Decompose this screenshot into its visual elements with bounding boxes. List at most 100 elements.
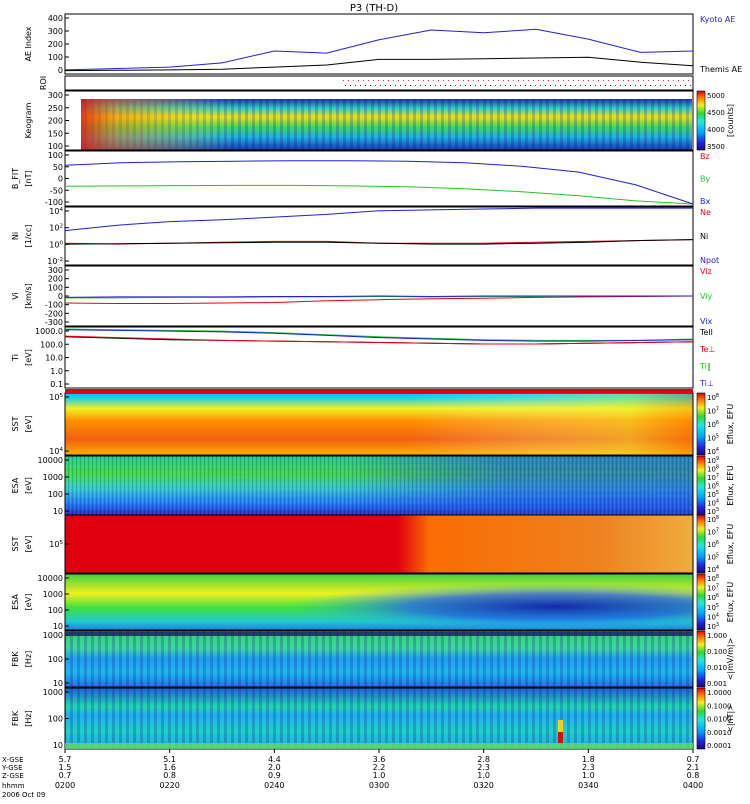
coordinate-value: 3.6 — [373, 755, 386, 764]
coordinate-value: 2.2 — [373, 763, 386, 772]
series-line-blue — [64, 28, 694, 71]
roi-dot — [688, 80, 689, 81]
roi-dot — [533, 80, 534, 81]
coordinate-value: 1.6 — [163, 763, 176, 772]
roi-dot — [518, 80, 519, 81]
roi-dot — [653, 80, 654, 81]
y-axis-unit: [km/s] — [24, 283, 33, 309]
roi-dot — [578, 80, 579, 81]
roi-dot — [585, 85, 586, 86]
roi-dot — [540, 85, 541, 86]
colorbar — [696, 573, 706, 631]
roi-dot — [663, 80, 664, 81]
roi-dot — [620, 85, 621, 86]
roi-dot — [500, 85, 501, 86]
roi-dot — [565, 85, 566, 86]
y-tick-label: 0 — [58, 175, 63, 184]
roi-dot — [623, 80, 624, 81]
colorbar-label: <|mV/m|> — [726, 638, 735, 681]
colorbar-label: Eflux, EFU — [726, 582, 735, 623]
roi-dot — [665, 85, 666, 86]
y-tick-label: 100 — [48, 53, 63, 62]
panel-roi: ROI — [39, 75, 694, 91]
roi-dot — [673, 80, 674, 81]
series-line-blue — [64, 329, 694, 342]
coordinate-value: 0.8 — [687, 771, 700, 780]
y-axis-label: ESA — [11, 477, 20, 493]
fbk-e-top-row — [65, 632, 693, 636]
colorbar — [696, 514, 706, 574]
panel-density: Ni [1/cc] 104 102 100 10-2 Ne Ni Npot — [11, 206, 719, 266]
date-label: 2006 Oct 09 — [2, 791, 45, 799]
colorbar-label: Eflux, EFU — [726, 404, 735, 445]
colorbar-tick-label: 0.0010 — [707, 729, 732, 737]
legend-entry: Bx — [700, 197, 710, 206]
roi-dot — [525, 85, 526, 86]
roi-dot — [598, 80, 599, 81]
colorbar-tick-label: 108 — [707, 465, 719, 474]
roi-dot — [600, 85, 601, 86]
y-tick-label: 1000 — [43, 473, 63, 482]
roi-dot — [405, 85, 406, 86]
roi-dot — [648, 80, 649, 81]
colorbar-tick-label: 108 — [707, 393, 719, 402]
coordinate-value: 0.9 — [268, 771, 281, 780]
roi-dot — [410, 85, 411, 86]
panel-sst_e: SST [eV] 105 104 108 107 106 105 104 Eflux, EFU — [11, 392, 735, 456]
roi-dot — [383, 80, 384, 81]
roi-dot — [483, 80, 484, 81]
roi-dot — [418, 80, 419, 81]
y-axis-label: ROI — [39, 76, 48, 90]
y-tick-label: 100.0 — [40, 340, 63, 349]
y-axis-unit: [Hz] — [24, 710, 33, 726]
roi-dot — [613, 80, 614, 81]
coordinate-value: 5.7 — [59, 755, 72, 764]
roi-dot — [460, 85, 461, 86]
colorbar — [696, 392, 706, 456]
roi-dot — [448, 80, 449, 81]
roi-dot — [678, 80, 679, 81]
legend-entry: Themis AE — [699, 65, 742, 74]
roi-dot — [513, 80, 514, 81]
y-tick-label: 10 — [53, 622, 63, 631]
roi-dot — [488, 80, 489, 81]
legend-entry: Ti⊥ — [699, 379, 714, 388]
roi-dot — [458, 80, 459, 81]
legend-entry: Te⊥ — [699, 345, 715, 354]
roi-dot — [560, 85, 561, 86]
roi-dot — [638, 80, 639, 81]
roi-dot — [450, 85, 451, 86]
roi-dot — [378, 80, 379, 81]
roi-dot — [380, 85, 381, 86]
roi-dot — [498, 80, 499, 81]
y-axis-unit: [eV] — [24, 477, 33, 494]
fbk-b-stripes — [65, 688, 693, 749]
colorbar-tick-label: 105 — [707, 434, 719, 443]
roi-dot — [558, 80, 559, 81]
colorbar-tick-label: 107 — [707, 584, 719, 593]
roi-dot — [568, 80, 569, 81]
roi-dot — [373, 80, 374, 81]
esa-i-blob — [65, 574, 693, 630]
colorbar-tick-label: 0.100 — [707, 648, 727, 656]
y-tick-label: -100 — [45, 198, 63, 207]
fbk-b-burst — [558, 720, 563, 732]
colorbar-tick-label: 106 — [707, 420, 719, 429]
coordinate-value: 2.0 — [268, 763, 281, 772]
y-tick-label: 100 — [49, 240, 63, 249]
roi-dot — [640, 85, 641, 86]
sst-i-overlay — [65, 515, 693, 573]
y-axis-unit: [1/cc] — [24, 225, 33, 248]
panel-keogram: Keogram 300 250 200 150 100 5000 4500 4000 3500[c… — [24, 90, 735, 151]
y-tick-label: 100 — [48, 142, 63, 151]
roi-dot — [343, 80, 344, 81]
roi-dot — [655, 85, 656, 86]
roi-dot — [353, 80, 354, 81]
x-tick-label: 0300 — [369, 781, 389, 790]
y-axis-label: Ti — [11, 354, 20, 362]
roi-dot — [370, 85, 371, 86]
y-tick-label: 10000 — [38, 574, 63, 583]
x-tick-label: 0240 — [264, 781, 284, 790]
colorbar-label: Eflux, EFU — [726, 465, 735, 506]
roi-dot — [538, 80, 539, 81]
